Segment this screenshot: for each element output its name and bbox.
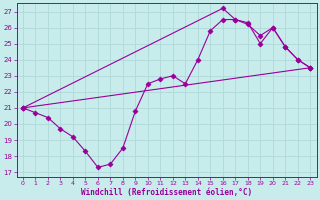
X-axis label: Windchill (Refroidissement éolien,°C): Windchill (Refroidissement éolien,°C)	[81, 188, 252, 197]
